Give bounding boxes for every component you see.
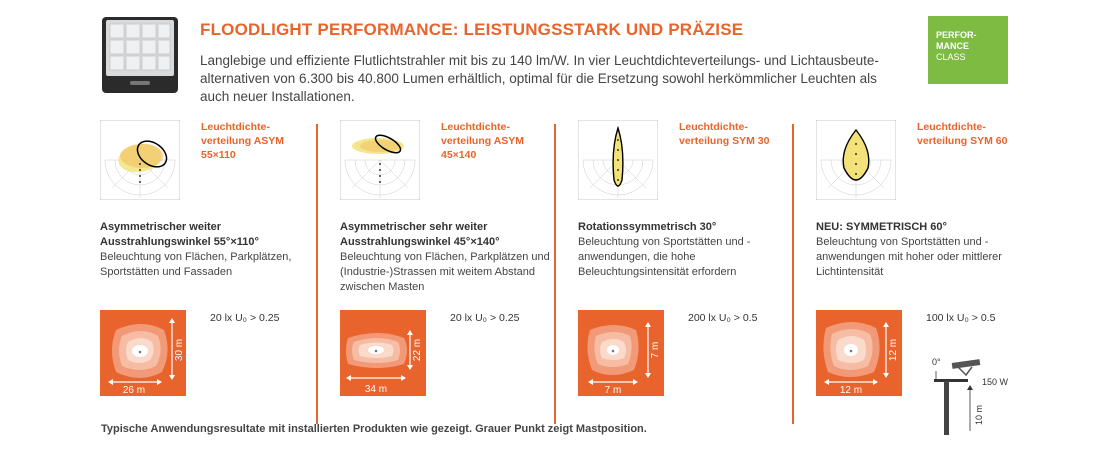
illuminance-field-sym-60: 12 m 12 m	[816, 310, 902, 396]
distribution-label: Leuchtdichte- verteilung SYM 60	[917, 120, 1027, 148]
column-divider	[792, 124, 794, 424]
distribution-column-asym-45x140: Leuchtdichte- verteilung ASYM 45×140 Asy…	[340, 120, 575, 300]
floodlight-product-image	[102, 17, 178, 93]
illuminance-field-asym-55x110: 26 m 30 m	[100, 310, 186, 396]
footer-note: Typische Anwendungsresultate mit install…	[101, 423, 647, 435]
distribution-description: Asymmetrischer sehr weiter Ausstrahlungs…	[340, 220, 570, 295]
badge-line: CLASS	[936, 52, 966, 62]
description-heading: Asymmetrischer weiter	[100, 221, 222, 233]
field-width-label: 34 m	[365, 384, 387, 395]
distribution-column-sym-30: Leuchtdichte- verteilung SYM 30 Rotation…	[578, 120, 813, 300]
page-title: FLOODLIGHT PERFORMANCE: LEISTUNGSSTARK U…	[200, 20, 744, 39]
field-height-label: 12 m	[888, 339, 899, 361]
polar-diagram-sym-60	[816, 120, 896, 200]
distribution-label-line: verteilung SYM 60	[917, 135, 1008, 147]
badge-line: PERFOR-	[936, 30, 977, 40]
distribution-label-line: verteilung ASYM	[441, 135, 525, 147]
intro-text: Langlebige und effiziente Flutlichtstrah…	[200, 53, 879, 104]
distribution-label: Leuchtdichte- verteilung SYM 30	[679, 120, 789, 148]
description-text: Beleuchtung von Flächen, Parkplätzen, Sp…	[100, 251, 292, 278]
field-height-label: 7 m	[650, 342, 661, 359]
distribution-description: Rotationssymmetrisch 30° Beleuchtung von…	[578, 220, 808, 280]
power-label: 150 W	[982, 377, 1009, 387]
field-width-label: 12 m	[840, 385, 862, 396]
distribution-label-line: Leuchtdichte-	[201, 121, 270, 133]
description-heading: Rotationssymmetrisch 30°	[578, 221, 717, 233]
mounting-height-label: 10 m	[974, 405, 984, 425]
description-heading: Asymmetrischer sehr weiter	[340, 221, 488, 233]
description-text: Beleuchtung von Sportstätten und -anwend…	[816, 236, 1002, 278]
description-heading: Ausstrahlungswinkel 55°×110°	[100, 236, 259, 248]
distribution-label-line: verteilung ASYM	[201, 135, 285, 147]
distribution-column-sym-60: Leuchtdichte- verteilung SYM 60 NEU: SYM…	[816, 120, 1051, 300]
illuminance-field-sym-30: 7 m 7 m	[578, 310, 664, 396]
field-width-label: 7 m	[605, 385, 622, 396]
distribution-label-line: verteilung SYM 30	[679, 135, 770, 147]
distribution-label-line: Leuchtdichte-	[441, 121, 510, 133]
description-text: Beleuchtung von Sportstätten und -anwend…	[578, 236, 751, 278]
distribution-label-line: 55×110	[201, 149, 236, 161]
polar-diagram-asym-55x110	[100, 120, 180, 200]
performance-class-badge: PERFOR- MANCE CLASS	[928, 16, 1008, 84]
tilt-angle-label: 0°	[932, 357, 941, 367]
distribution-description: NEU: SYMMETRISCH 60° Beleuchtung von Spo…	[816, 220, 1046, 280]
lux-value: 20 lx U₀ > 0.25	[450, 312, 520, 324]
lux-value: 20 lx U₀ > 0.25	[210, 312, 280, 324]
pole-mounting-diagram: 0° 150 W 10 m	[932, 357, 1009, 435]
distribution-label-line: Leuchtdichte-	[917, 121, 986, 133]
column-divider	[316, 124, 318, 424]
polar-diagram-asym-45x140	[340, 120, 420, 200]
field-height-label: 22 m	[412, 339, 423, 361]
lux-value: 200 lx U₀ > 0.5	[688, 312, 758, 324]
description-heading: NEU: SYMMETRISCH 60°	[816, 221, 947, 233]
badge-line: MANCE	[936, 41, 969, 51]
field-height-label: 30 m	[174, 339, 185, 361]
distribution-description: Asymmetrischer weiter Ausstrahlungswinke…	[100, 220, 330, 280]
description-heading: Ausstrahlungswinkel 45°×140°	[340, 236, 500, 248]
distribution-column-asym-55x110: Leuchtdichte- verteilung ASYM 55×110 Asy…	[100, 120, 335, 300]
polar-diagram-sym-30	[578, 120, 658, 200]
column-divider	[554, 124, 556, 424]
illuminance-field-asym-45x140: 34 m 22 m	[340, 310, 426, 396]
description-text: Beleuchtung von Flächen, Parkplätzen und…	[340, 251, 550, 293]
field-width-label: 26 m	[123, 385, 145, 396]
lux-value: 100 lx U₀ > 0.5	[926, 312, 996, 324]
distribution-label: Leuchtdichte- verteilung ASYM 45×140	[441, 120, 551, 162]
distribution-label-line: 45×140	[441, 149, 477, 161]
distribution-label-line: Leuchtdichte-	[679, 121, 748, 133]
distribution-label: Leuchtdichte- verteilung ASYM 55×110	[201, 120, 311, 162]
